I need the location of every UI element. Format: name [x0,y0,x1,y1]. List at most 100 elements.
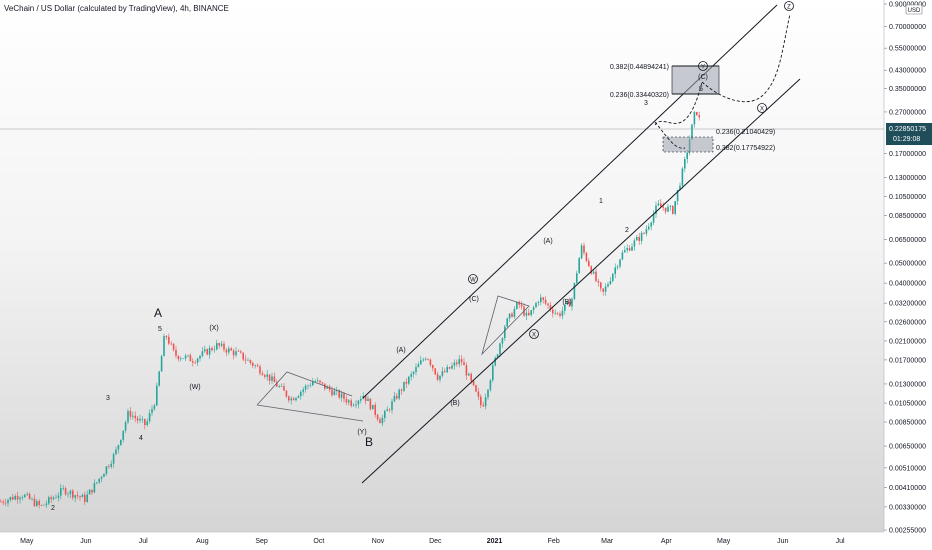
candle-body [458,359,460,365]
circled-label-Z: Z [784,1,794,11]
time-tick-label: Dec [429,538,442,545]
candle-body [381,417,384,424]
candle-body [532,307,535,311]
candle-body [686,152,688,160]
candle-body [542,297,544,300]
candle-body [583,245,585,253]
price-tick-label: 0.00410000 [889,485,926,492]
candle-body [355,404,357,406]
candle-body [74,495,76,498]
candle-body [19,497,21,500]
candle-body [151,408,153,414]
candle-body [525,312,528,316]
upper-channel-line[interactable] [362,4,778,399]
candle-body [235,351,237,356]
candle-body [139,419,141,421]
last-price-value: 0.22850175 [889,126,926,133]
candle-body [403,381,405,391]
currency-badge[interactable] [905,4,923,15]
candle-body [244,359,247,361]
candle-body [655,205,657,214]
candle-body [590,266,592,274]
candle-body [400,389,403,391]
wave-label-W: (W) [189,384,200,391]
candle-body [386,409,388,412]
wave-label-3-recent: 3 [644,100,648,107]
candle-body [84,494,86,502]
candle-body [674,201,676,214]
triangle-drawing-2[interactable] [481,295,530,356]
price-tick-label: 0.02100000 [889,338,926,345]
candle-body [427,358,429,360]
candle-body [516,302,518,309]
candle-body [422,359,424,361]
time-tick-label: May [717,538,731,545]
candle-body [624,250,626,253]
time-axis-bg[interactable] [0,532,884,550]
candle-body [393,395,396,402]
candle-body [288,396,290,401]
price-tick-label: 0.43000000 [889,68,926,75]
price-axis-bg[interactable] [884,0,932,550]
candle-body [405,381,408,384]
candle-body [535,302,537,308]
candle-body [693,111,696,125]
candle-body [302,389,304,392]
price-tick-label: 0.00330000 [889,504,926,511]
candle-body [664,207,667,212]
candle-body [645,229,648,234]
candle-body [319,380,321,383]
candle-body [451,365,453,369]
candle-body [352,405,355,406]
candle-body [264,375,266,377]
price-tick-label: 0.01700000 [889,357,926,364]
candle-body [88,489,91,495]
candle-body [681,168,684,186]
candle-body [141,418,144,420]
candle-body [616,266,619,268]
candle-body [103,473,105,477]
candle-body [621,252,624,260]
time-tick-label: Jun [777,538,788,545]
price-tick-label: 0.01050000 [889,401,926,408]
fib-label-0236-lower: 0.236(0.21040429) [716,129,775,136]
wave-label-C-projected: (C) [698,74,708,81]
candle-body [69,490,72,494]
candle-body [60,488,62,496]
candle-body [477,391,480,397]
fib-box-lower[interactable] [662,136,714,153]
candle-body [266,374,268,377]
candle-body [134,415,136,419]
candle-body [595,271,597,282]
candle-body [108,466,110,467]
candle-body [312,381,314,386]
candle-body [38,501,40,505]
price-tick-label: 0.03200000 [889,301,926,308]
candle-body [619,259,621,267]
candle-body [576,273,578,284]
candle-body [115,449,117,455]
candle-body [271,376,273,381]
candle-body [494,357,496,366]
candle-body [40,504,43,506]
candle-body [129,411,132,417]
candle-body [679,185,681,190]
candle-body [175,349,177,356]
plot-area: A B 2 3 4 5 (W) (X) (Y) (A) (B) (C) (A) … [0,1,884,512]
time-tick-label: Aug [196,538,209,545]
lower-channel-line[interactable] [361,78,801,484]
candle-body [364,396,367,401]
candle-body [388,409,391,411]
candle-body [518,302,520,305]
candle-body [247,359,249,361]
candle-body [612,273,614,282]
candle-body [554,313,556,314]
candle-body [4,502,7,504]
candle-body [614,267,616,274]
triangle-drawing-1[interactable] [256,371,353,406]
triangle-drawing-1b[interactable] [256,404,364,422]
candle-body [168,336,170,344]
candle-body [187,355,189,356]
candle-body [242,352,244,360]
